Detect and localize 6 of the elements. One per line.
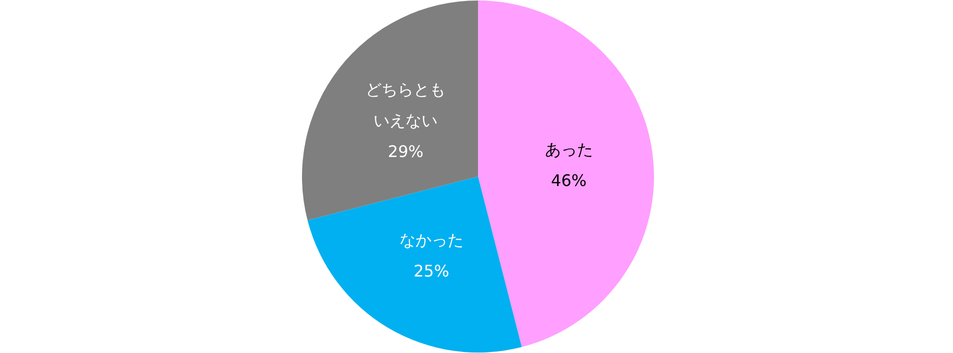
data-label: 25% (414, 261, 450, 280)
slice-label: なかった (399, 230, 464, 250)
slice-label: あった (544, 140, 593, 160)
data-label: 29% (388, 142, 424, 161)
slice-label: どちらともいえない (366, 80, 446, 130)
data-label: 46% (551, 171, 587, 190)
